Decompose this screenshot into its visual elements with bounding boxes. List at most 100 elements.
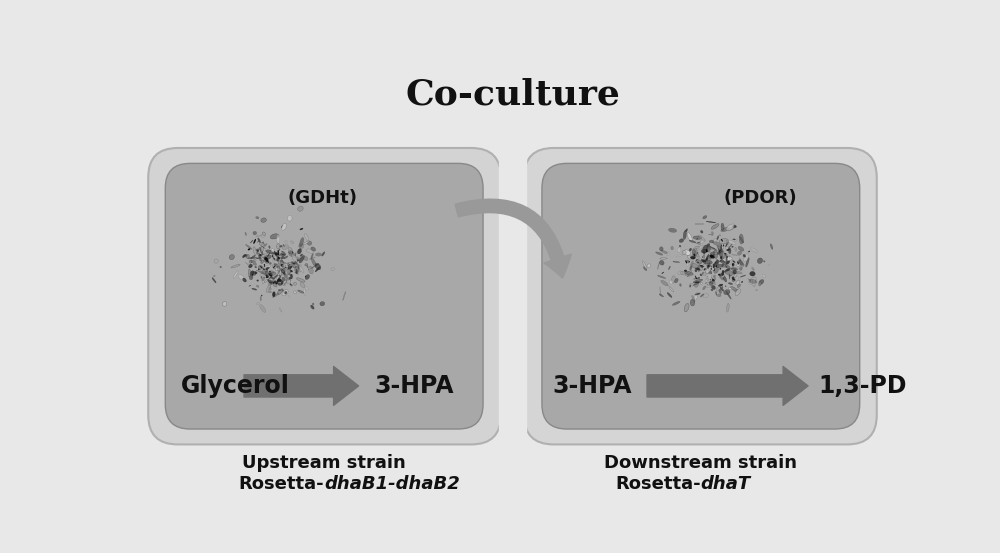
Ellipse shape — [292, 264, 302, 267]
Ellipse shape — [689, 285, 691, 287]
Ellipse shape — [304, 257, 308, 260]
Ellipse shape — [231, 264, 240, 268]
Ellipse shape — [261, 269, 268, 274]
Ellipse shape — [259, 254, 265, 259]
Ellipse shape — [273, 284, 277, 287]
Ellipse shape — [712, 279, 715, 281]
Ellipse shape — [724, 239, 727, 244]
Ellipse shape — [277, 263, 280, 273]
Ellipse shape — [696, 242, 701, 243]
Ellipse shape — [711, 276, 715, 281]
Ellipse shape — [706, 285, 712, 288]
Ellipse shape — [262, 232, 265, 236]
Ellipse shape — [731, 254, 737, 256]
Ellipse shape — [264, 279, 268, 283]
Ellipse shape — [260, 261, 262, 263]
Ellipse shape — [269, 270, 273, 274]
Ellipse shape — [695, 281, 700, 283]
Ellipse shape — [668, 228, 677, 232]
Ellipse shape — [288, 265, 290, 269]
Ellipse shape — [733, 270, 737, 274]
Ellipse shape — [277, 256, 278, 257]
Ellipse shape — [690, 265, 692, 270]
Ellipse shape — [725, 268, 730, 272]
Ellipse shape — [685, 229, 687, 232]
FancyBboxPatch shape — [165, 163, 483, 429]
Ellipse shape — [685, 260, 687, 264]
Ellipse shape — [260, 266, 262, 268]
Ellipse shape — [288, 295, 290, 298]
Ellipse shape — [673, 261, 680, 263]
Ellipse shape — [706, 258, 708, 261]
Ellipse shape — [675, 278, 678, 283]
Ellipse shape — [253, 239, 256, 244]
Ellipse shape — [281, 280, 284, 285]
Ellipse shape — [713, 264, 714, 265]
Ellipse shape — [248, 248, 250, 251]
Ellipse shape — [700, 230, 703, 233]
Ellipse shape — [261, 218, 266, 222]
Ellipse shape — [708, 255, 712, 259]
Ellipse shape — [700, 283, 703, 284]
Ellipse shape — [233, 270, 238, 279]
Ellipse shape — [284, 278, 290, 285]
Ellipse shape — [270, 281, 272, 285]
Ellipse shape — [256, 252, 258, 253]
Ellipse shape — [288, 267, 289, 269]
Ellipse shape — [270, 276, 275, 280]
Ellipse shape — [690, 299, 695, 306]
Ellipse shape — [693, 279, 703, 283]
Ellipse shape — [729, 274, 730, 279]
Ellipse shape — [713, 263, 716, 267]
Ellipse shape — [711, 289, 713, 291]
Ellipse shape — [657, 262, 659, 270]
Ellipse shape — [256, 302, 260, 305]
Ellipse shape — [720, 256, 723, 259]
Ellipse shape — [722, 260, 726, 264]
Ellipse shape — [661, 251, 668, 254]
Ellipse shape — [272, 265, 277, 268]
Ellipse shape — [275, 264, 280, 273]
Ellipse shape — [212, 278, 216, 283]
Ellipse shape — [735, 289, 741, 295]
Ellipse shape — [300, 282, 305, 288]
Ellipse shape — [285, 269, 288, 275]
Ellipse shape — [711, 281, 715, 284]
Ellipse shape — [315, 267, 320, 272]
Ellipse shape — [294, 291, 296, 294]
Ellipse shape — [656, 252, 663, 255]
Ellipse shape — [697, 242, 700, 244]
Ellipse shape — [283, 269, 287, 278]
Ellipse shape — [672, 301, 680, 305]
Ellipse shape — [258, 238, 261, 243]
Ellipse shape — [285, 262, 287, 265]
Ellipse shape — [715, 262, 716, 263]
Ellipse shape — [258, 268, 262, 272]
Ellipse shape — [279, 308, 282, 312]
Ellipse shape — [708, 265, 710, 267]
Ellipse shape — [311, 305, 314, 309]
Ellipse shape — [707, 265, 712, 267]
Ellipse shape — [671, 246, 673, 250]
Ellipse shape — [248, 257, 257, 259]
Ellipse shape — [295, 272, 298, 274]
Ellipse shape — [259, 254, 261, 256]
Ellipse shape — [750, 272, 755, 276]
Ellipse shape — [660, 258, 667, 259]
Ellipse shape — [299, 257, 304, 261]
Ellipse shape — [229, 254, 234, 259]
Ellipse shape — [706, 272, 712, 279]
Ellipse shape — [266, 274, 267, 276]
Ellipse shape — [265, 273, 268, 276]
Ellipse shape — [256, 257, 261, 259]
Ellipse shape — [698, 264, 700, 272]
Ellipse shape — [692, 263, 698, 268]
Ellipse shape — [281, 271, 282, 276]
Ellipse shape — [281, 225, 283, 228]
Ellipse shape — [739, 267, 742, 270]
Ellipse shape — [251, 260, 257, 265]
Ellipse shape — [708, 269, 712, 274]
Ellipse shape — [720, 273, 724, 276]
Ellipse shape — [261, 253, 268, 256]
Ellipse shape — [723, 244, 724, 247]
